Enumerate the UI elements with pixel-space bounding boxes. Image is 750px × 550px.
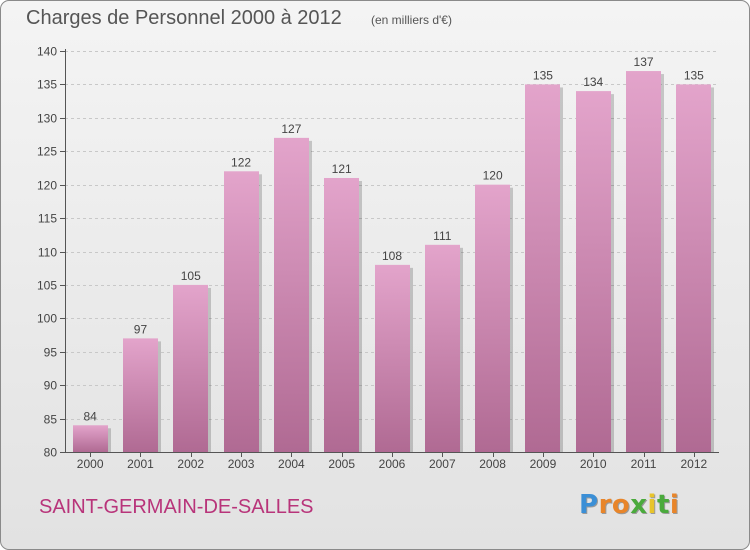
chart-subtitle: (en milliers d'€) xyxy=(371,13,452,27)
bar-value-label: 134 xyxy=(583,75,603,89)
chart-title: Charges de Personnel 2000 à 2012 xyxy=(26,7,342,29)
x-tick-label: 2001 xyxy=(127,457,154,471)
x-tick-label: 2004 xyxy=(278,457,305,471)
y-tick-label: 130 xyxy=(37,112,57,126)
bar-value-label: 122 xyxy=(231,155,251,169)
x-tick-label: 2000 xyxy=(77,457,104,471)
axes xyxy=(60,49,719,457)
y-tick-label: 95 xyxy=(44,346,58,360)
logo-letter: i xyxy=(647,490,657,520)
bar-value-label: 84 xyxy=(83,409,97,423)
x-tick-label: 2010 xyxy=(580,457,607,471)
y-tick-label: 140 xyxy=(37,45,57,59)
bar-value-label: 135 xyxy=(533,68,553,82)
x-tick-label: 2002 xyxy=(177,457,204,471)
x-tick-label: 2007 xyxy=(429,457,456,471)
logo-letter: t xyxy=(656,490,670,520)
y-tick-label: 100 xyxy=(37,312,57,326)
y-tick-label: 105 xyxy=(37,279,57,293)
y-tick-label: 85 xyxy=(44,413,58,427)
x-tick-label: 2009 xyxy=(530,457,557,471)
y-tick-label: 135 xyxy=(37,78,57,92)
y-tick-label: 90 xyxy=(44,379,58,393)
labels: 80 85 90 95 100 105 110 115 120 125 130 135 140 84 200… xyxy=(37,45,708,472)
bar-value-label: 97 xyxy=(134,322,148,336)
bar-value-label: 120 xyxy=(483,169,503,183)
bar-value-label: 108 xyxy=(382,249,402,263)
logo-letter: x xyxy=(630,490,648,520)
logo-letter: P xyxy=(579,490,599,520)
y-tick-label: 120 xyxy=(37,179,57,193)
x-tick-label: 2003 xyxy=(228,457,255,471)
bar-2009 xyxy=(525,84,560,453)
y-tick-label: 110 xyxy=(38,246,57,260)
bar-2005 xyxy=(324,177,359,452)
bar-2007 xyxy=(425,244,460,452)
bar-value-label: 137 xyxy=(634,55,654,69)
proxiti-logo[interactable]: Proxiti xyxy=(579,490,679,520)
bar-2008 xyxy=(475,184,510,452)
bar-2000 xyxy=(73,425,108,452)
x-tick-label: 2011 xyxy=(631,457,657,471)
bar-2012 xyxy=(676,84,711,453)
bar-value-label: 121 xyxy=(332,162,352,176)
y-tick-label: 125 xyxy=(37,145,57,159)
commune-name: SAINT-GERMAIN-DE-SALLES xyxy=(39,496,314,518)
bar-value-label: 105 xyxy=(181,269,201,283)
logo-letter: i xyxy=(669,490,680,520)
y-tick-label: 115 xyxy=(38,212,57,226)
bar-2006 xyxy=(375,264,410,452)
bar-2010 xyxy=(576,91,611,452)
bar-2002 xyxy=(173,284,208,452)
x-tick-label: 2012 xyxy=(680,457,707,471)
bar-2001 xyxy=(123,338,158,452)
bars xyxy=(73,71,714,453)
bar-value-label: 127 xyxy=(281,122,301,136)
logo-letter: r xyxy=(598,490,612,520)
bar-value-label: 135 xyxy=(684,68,704,82)
bar-2011 xyxy=(626,71,661,453)
x-tick-label: 2006 xyxy=(379,457,406,471)
x-tick-label: 2005 xyxy=(328,457,355,471)
bar-2004 xyxy=(274,137,309,452)
x-tick-label: 2008 xyxy=(479,457,506,471)
bar-value-label: 111 xyxy=(433,229,452,243)
y-tick-label: 80 xyxy=(44,446,58,460)
logo-letter: o xyxy=(611,490,631,520)
bar-2003 xyxy=(224,171,259,453)
